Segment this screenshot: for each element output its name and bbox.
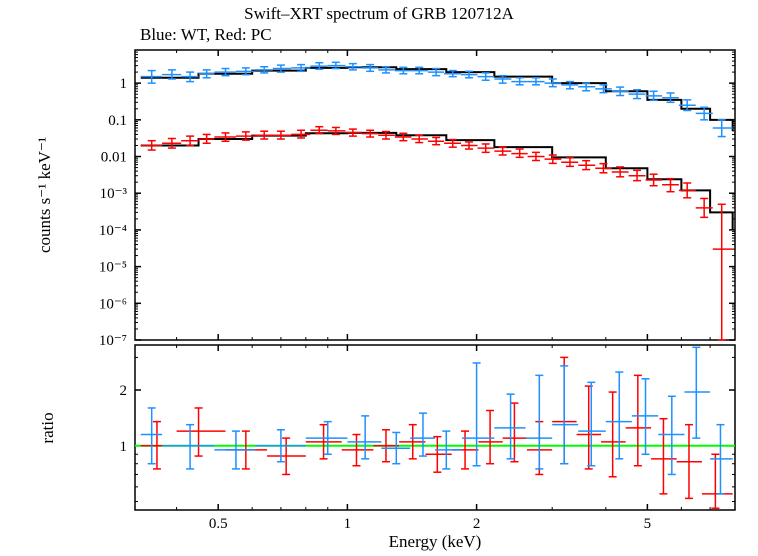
svg-text:10⁻³: 10⁻³ [100, 186, 128, 202]
svg-text:10⁻⁵: 10⁻⁵ [99, 260, 127, 276]
svg-text:5: 5 [644, 516, 652, 532]
figure-root: Swift–XRT spectrum of GRB 120712A Blue: … [0, 0, 758, 556]
svg-text:2: 2 [473, 516, 481, 532]
svg-text:10⁻⁷: 10⁻⁷ [99, 333, 127, 349]
svg-text:0.1: 0.1 [108, 113, 127, 129]
plot-svg: 1 0.1 0.01 10⁻³ 10⁻⁴ 10⁻⁵ 10⁻⁶ 10⁻⁷ 1 2 0.5 1 2 5 [0, 0, 758, 556]
svg-text:1: 1 [120, 76, 128, 92]
svg-text:10⁻⁴: 10⁻⁴ [99, 223, 127, 239]
svg-text:2: 2 [120, 383, 128, 399]
svg-text:1: 1 [120, 439, 128, 455]
svg-text:0.5: 0.5 [209, 516, 228, 532]
svg-text:1: 1 [344, 516, 352, 532]
svg-text:10⁻⁶: 10⁻⁶ [99, 296, 127, 312]
svg-text:0.01: 0.01 [101, 150, 127, 166]
